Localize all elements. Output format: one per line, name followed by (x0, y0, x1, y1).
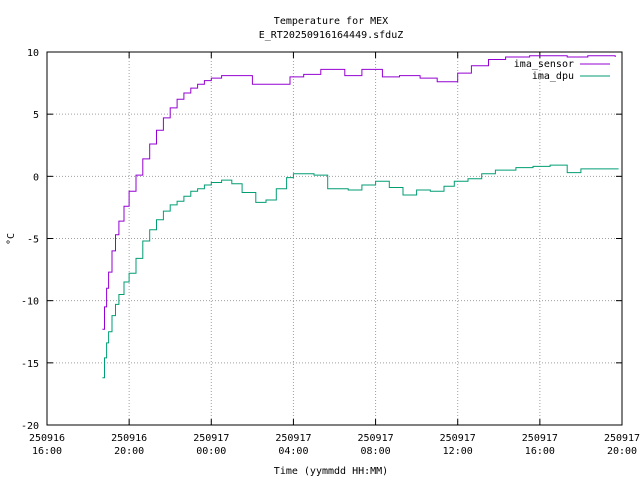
x-tick-label-date: 250916 (29, 433, 65, 444)
y-tick-label: 10 (27, 48, 39, 59)
tick-labels: -20 -15 -10 -5 0 5 10 250916 16:00 250916 20:00 250… (21, 48, 640, 457)
chart-subtitle: E_RT20250916164449.sfduZ (259, 30, 404, 41)
x-tick-label-time: 04:00 (278, 446, 308, 457)
x-tick-label-date: 250917 (522, 433, 558, 444)
legend-label-ima-dpu: ima_dpu (532, 71, 574, 82)
legend: ima_sensor ima_dpu (514, 59, 610, 82)
y-tick-label: -10 (21, 297, 39, 308)
x-tick-label-time: 16:00 (32, 446, 62, 457)
x-tick-label-time: 08:00 (361, 446, 391, 457)
x-tick-label-time: 20:00 (114, 446, 144, 457)
x-tick-label-date: 250917 (604, 433, 640, 444)
grid (47, 52, 622, 425)
y-tick-label: -15 (21, 359, 39, 370)
y-tick-label: -20 (21, 421, 39, 432)
series-line-ima-sensor (102, 55, 616, 330)
y-tick-label: -5 (27, 235, 39, 246)
plot-frame (46, 51, 623, 426)
x-tick-label-time: 12:00 (443, 446, 473, 457)
x-tick-label-date: 250917 (275, 433, 311, 444)
chart-title: Temperature for MEX (274, 16, 388, 27)
x-tick-label-date: 250917 (193, 433, 229, 444)
y-tick-label: 5 (33, 110, 39, 121)
x-tick-label-time: 20:00 (607, 446, 637, 457)
x-axis-label: Time (yymmdd HH:MM) (274, 466, 388, 477)
series-group (102, 55, 619, 379)
x-tick-label-date: 250917 (358, 433, 394, 444)
y-axis-label: °C (6, 233, 17, 245)
tick-marks (46, 51, 623, 426)
x-tick-label-time: 16:00 (525, 446, 555, 457)
y-tick-label: 0 (33, 172, 39, 183)
x-tick-label-date: 250916 (111, 433, 147, 444)
legend-label-ima-sensor: ima_sensor (514, 59, 574, 70)
x-tick-label-time: 00:00 (196, 446, 226, 457)
series-line-ima-dpu (102, 164, 619, 379)
x-tick-label-date: 250917 (440, 433, 476, 444)
